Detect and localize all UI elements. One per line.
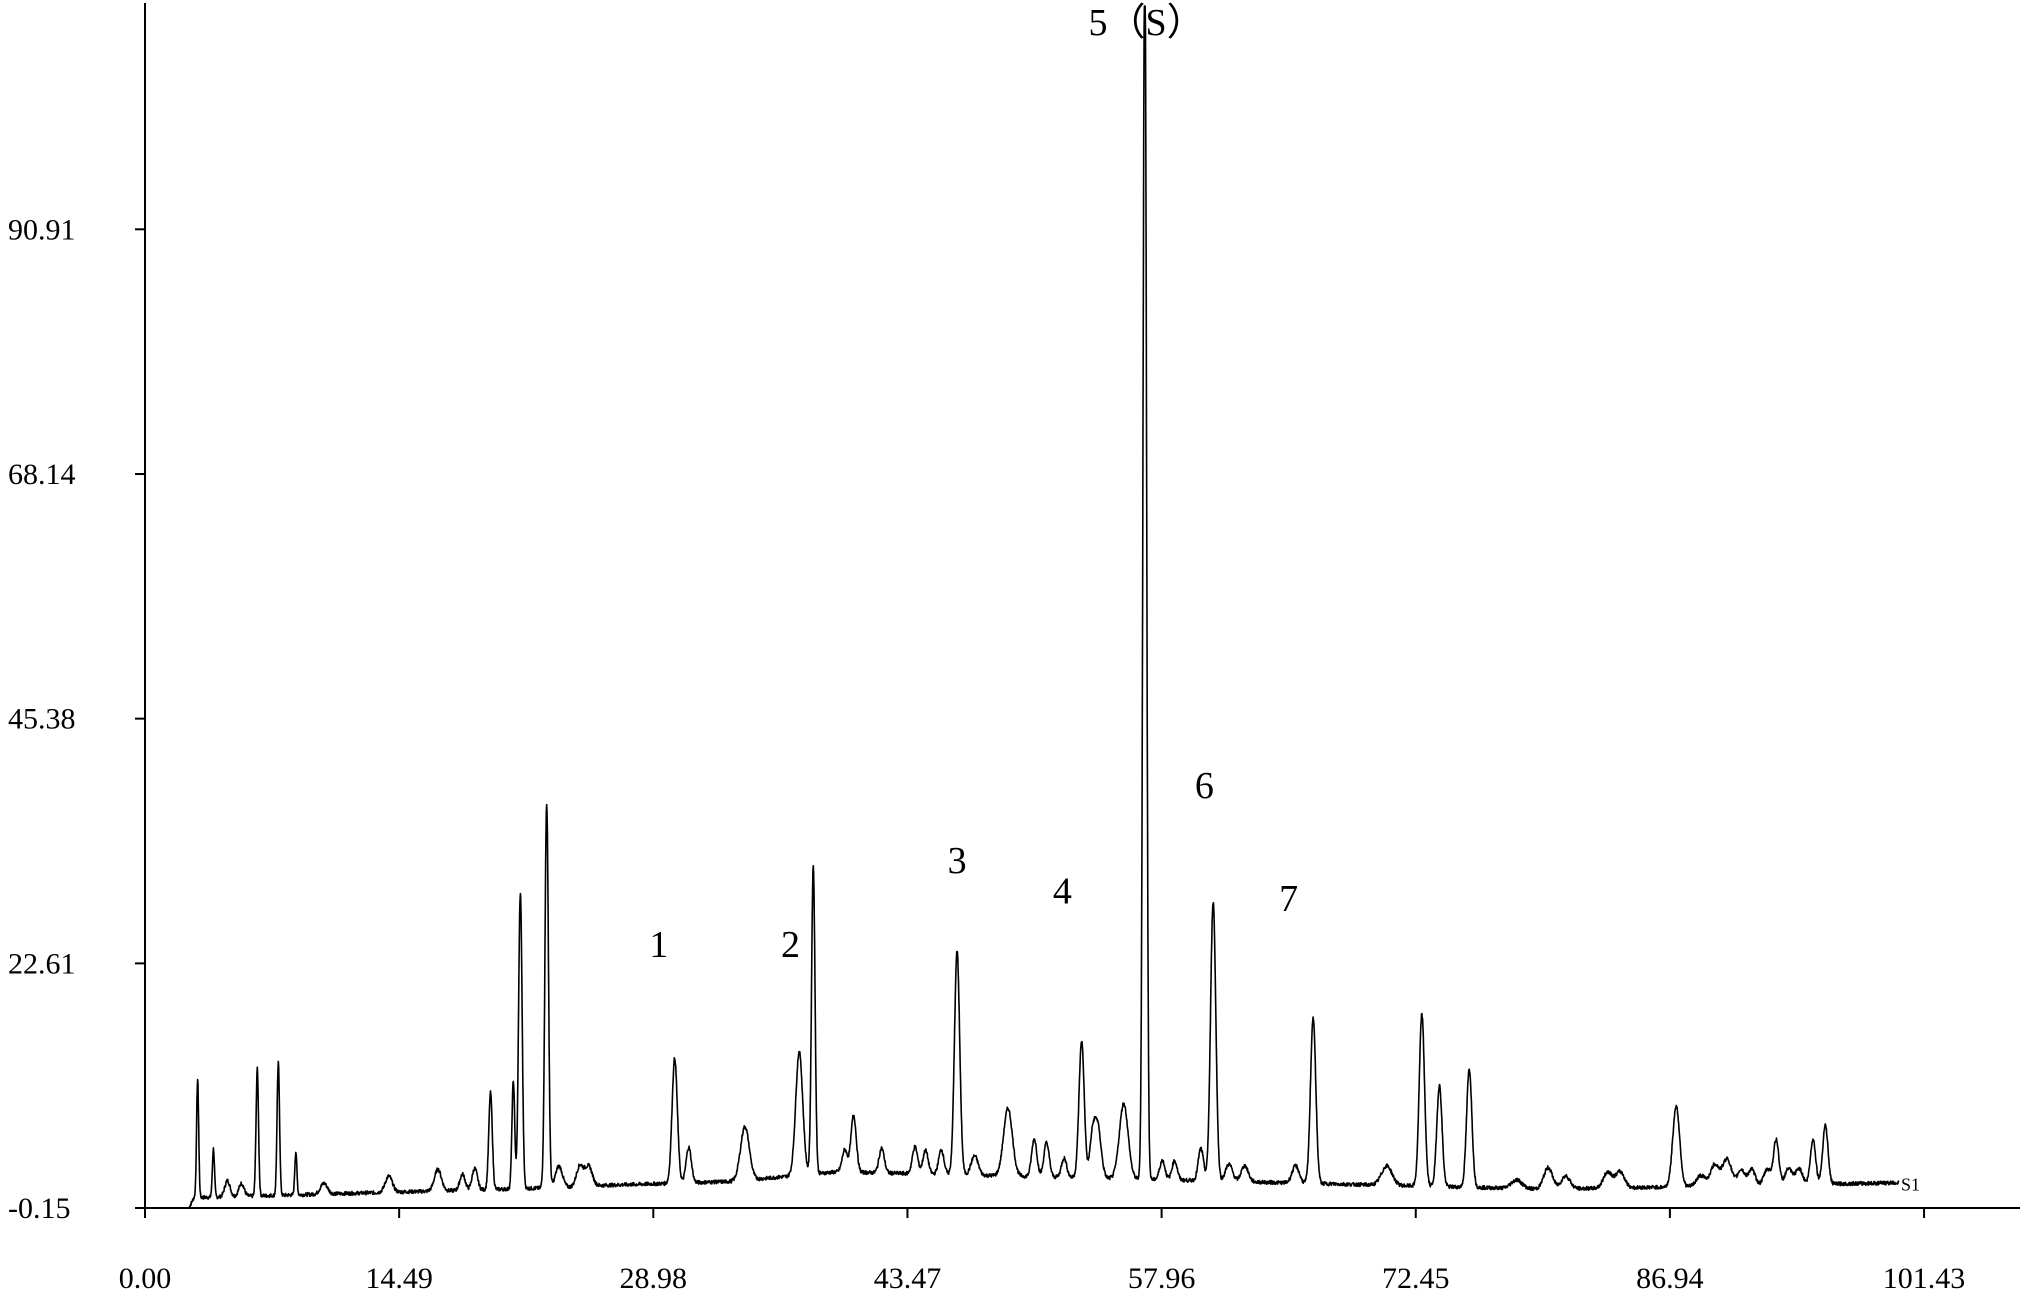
y-tick-label: 90.91: [8, 213, 76, 246]
x-ticks: 0.00 14.49 28.98 43.47 57.96 72.45 86.94 101.43: [119, 1208, 1966, 1295]
peak-label: 3: [948, 840, 967, 882]
peak-labels: 1 2 3 4 5（S） 6 7: [649, 2, 1298, 966]
axes: -0.15 22.61 45.38 68.14 90.91 0.00 14.49 28.98…: [8, 3, 2020, 1295]
x-tick-label: 72.45: [1382, 1262, 1450, 1295]
y-tick-label: 68.14: [8, 458, 76, 491]
y-ticks: -0.15 22.61 45.38 68.14 90.91: [8, 213, 145, 1225]
trace-label: S1: [1901, 1175, 1920, 1195]
peak-label: 4: [1053, 870, 1072, 912]
y-tick-label: 22.61: [8, 947, 76, 980]
y-tick-label: 45.38: [8, 703, 76, 736]
y-tick-label: -0.15: [8, 1192, 71, 1225]
peak-label: 6: [1195, 765, 1214, 807]
x-tick-label: 28.98: [620, 1262, 688, 1295]
peak-label: 2: [781, 924, 800, 966]
x-tick-label: 101.43: [1883, 1262, 1966, 1295]
peak-label: 1: [649, 924, 668, 966]
peak-label: 7: [1279, 878, 1298, 920]
x-tick-label: 0.00: [119, 1262, 172, 1295]
x-tick-label: 14.49: [365, 1262, 433, 1295]
chromatogram-trace: [144, 5, 1900, 1209]
peak-label: 5（S）: [1088, 2, 1204, 44]
x-tick-label: 43.47: [874, 1262, 942, 1295]
x-tick-label: 86.94: [1636, 1262, 1704, 1295]
x-tick-label: 57.96: [1128, 1262, 1196, 1295]
